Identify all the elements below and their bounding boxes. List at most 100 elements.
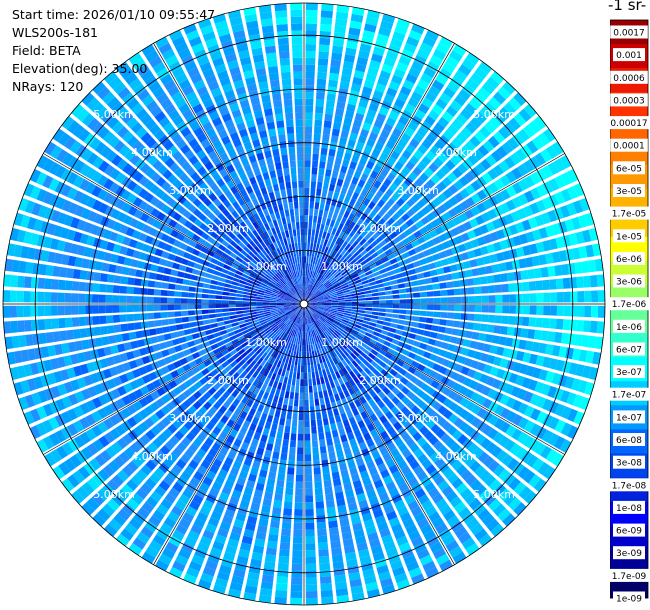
range-gate: [458, 507, 471, 519]
range-gate: [486, 518, 500, 532]
range-gate: [563, 291, 571, 303]
range-gate: [459, 321, 468, 329]
range-gate: [314, 257, 319, 265]
range-gate: [344, 308, 352, 312]
range-gate: [191, 554, 205, 566]
range-gate: [308, 293, 314, 300]
range-gate: [464, 425, 475, 437]
range-gate: [371, 450, 381, 460]
range-gate: [357, 354, 365, 362]
range-gate: [395, 476, 406, 487]
range-gate: [260, 412, 268, 421]
range-gate: [334, 25, 347, 34]
range-gate: [417, 79, 430, 90]
range-gate: [315, 494, 324, 503]
range-gate: [254, 453, 263, 463]
range-gate: [150, 390, 160, 400]
range-gate: [304, 338, 306, 346]
range-gate: [494, 418, 505, 430]
range-gate: [171, 464, 183, 475]
range-gate: [515, 316, 523, 326]
range-gate: [460, 469, 473, 481]
range-gate: [258, 350, 265, 357]
range-gate: [211, 327, 220, 334]
range-gate: [339, 322, 347, 328]
range-gate: [416, 272, 425, 280]
range-gate: [418, 103, 430, 114]
range-gate: [106, 498, 120, 512]
range-gate: [308, 330, 311, 338]
range-gate: [309, 277, 313, 285]
range-gate: [288, 453, 296, 462]
range-gate: [238, 359, 246, 367]
range-gate: [414, 334, 423, 342]
range-gate: [411, 405, 421, 415]
range-gate: [556, 291, 564, 303]
data-ray: [13, 304, 304, 396]
range-gate: [299, 344, 302, 352]
range-gate: [536, 411, 548, 424]
range-gate: [202, 499, 214, 510]
range-gate: [322, 182, 329, 191]
range-gate: [42, 403, 54, 417]
range-gate: [338, 361, 345, 369]
range-gate: [358, 548, 370, 558]
range-gate: [496, 229, 506, 240]
range-gate: [331, 333, 338, 340]
range-gate: [523, 490, 537, 505]
range-gate: [293, 406, 298, 414]
range-gate: [126, 416, 138, 428]
range-gate: [484, 474, 497, 487]
range-gate: [111, 441, 123, 454]
range-gate: [366, 407, 375, 417]
range-gate: [172, 419, 183, 429]
range-gate: [318, 432, 325, 440]
range-gate: [308, 277, 311, 285]
range-gate: [330, 266, 336, 274]
range-gate: [571, 378, 582, 392]
range-gate: [337, 456, 346, 465]
range-gate: [419, 258, 428, 266]
range-gate: [372, 551, 385, 562]
range-gate: [256, 373, 263, 381]
range-gate: [222, 424, 232, 434]
range-gate: [215, 352, 224, 360]
range-gate: [548, 358, 558, 370]
range-gate: [431, 325, 439, 332]
range-gate: [320, 340, 326, 348]
range-gate: [85, 428, 97, 441]
range-gate: [521, 377, 532, 389]
range-gate: [190, 426, 200, 437]
range-gate: [155, 421, 166, 432]
range-gate: [378, 308, 386, 313]
range-gate: [326, 438, 334, 446]
range-gate: [291, 419, 298, 427]
range-gate: [313, 474, 322, 482]
range-gate: [254, 336, 262, 343]
range-gate: [230, 284, 238, 290]
range-gate: [488, 135, 500, 148]
range-gate: [493, 205, 504, 217]
range-gate: [478, 332, 487, 342]
range-gate: [515, 293, 523, 303]
range-gate: [352, 376, 360, 384]
range-gate: [543, 292, 551, 303]
range-gate: [323, 224, 329, 233]
range-gate: [257, 404, 265, 413]
range-gate: [535, 355, 545, 367]
range-gate: [277, 473, 286, 481]
range-gate: [183, 272, 192, 280]
range-gate: [266, 363, 273, 371]
range-gate: [352, 215, 360, 224]
range-gate: [313, 467, 321, 475]
range-gate: [295, 330, 299, 338]
range-gate: [465, 543, 480, 556]
range-gate: [351, 329, 359, 335]
range-gate: [317, 319, 323, 326]
range-gate: [309, 308, 315, 314]
range-gate: [203, 359, 212, 367]
range-gate: [426, 239, 435, 248]
range-gate: [367, 236, 375, 245]
range-gate: [32, 262, 41, 275]
range-gate: [184, 465, 195, 476]
